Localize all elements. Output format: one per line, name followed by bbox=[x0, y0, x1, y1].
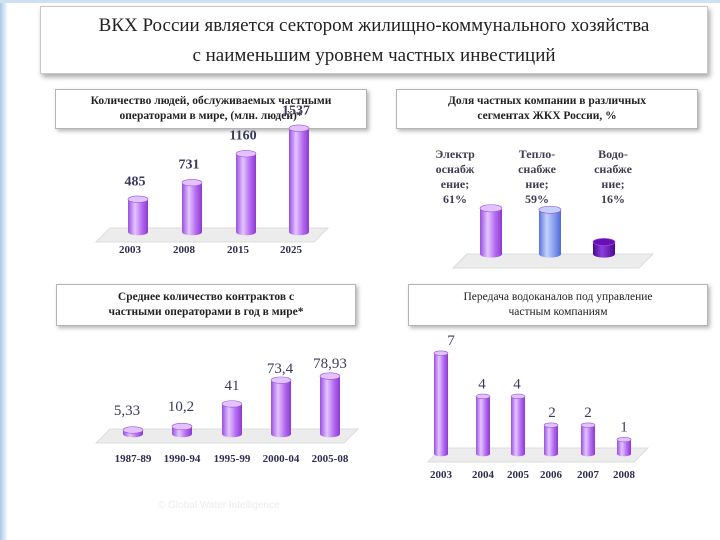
slide-title-line-1: ВКХ России является сектором жилищно-ком… bbox=[98, 15, 650, 36]
chart-transfer-bar-2006 bbox=[544, 425, 558, 457]
chart-contracts-value-2000-04: 73,4 bbox=[267, 361, 294, 377]
chart-transfer-tick-2008: 2008 bbox=[613, 469, 636, 481]
panel-title-people: Количество людей, обслуживаемых частными… bbox=[55, 89, 367, 129]
chart-transfer-tick-2003: 2003 bbox=[430, 469, 453, 481]
chart-share-category-1-line-2: оснабж bbox=[436, 162, 475, 176]
chart-transfer-tick-2005: 2005 bbox=[507, 469, 530, 481]
chart-transfer-bar-2003 bbox=[434, 353, 448, 457]
chart-transfer-value-2008: 1 bbox=[620, 420, 628, 436]
chart-people-bar-2025-top bbox=[288, 124, 310, 132]
chart-contracts-tick-2005-08: 2005-08 bbox=[312, 453, 349, 465]
chart-people-tick-2015: 2015 bbox=[227, 244, 250, 256]
chart-share-category-1-line-1: Электр bbox=[435, 147, 475, 161]
chart-transfer-bar-2007 bbox=[581, 425, 595, 457]
chart-people-bar-2015-top bbox=[235, 150, 257, 158]
chart-people-value-2025: 1537 bbox=[282, 103, 310, 118]
chart-contracts-bar-2000-04 bbox=[271, 380, 291, 438]
chart-transfer-tick-2006: 2006 bbox=[540, 469, 563, 481]
chart-contracts-tick-1990-94: 1990-94 bbox=[164, 453, 201, 465]
chart-contracts-bar-2005-08-top bbox=[319, 372, 341, 380]
chart-transfer-bar-2008 bbox=[617, 439, 631, 457]
chart-share-category-2-line-2: снабже bbox=[518, 162, 556, 176]
chart-transfer-tick-2004: 2004 bbox=[472, 469, 495, 481]
panel-title-share: Доля частных компании в различных сегмен… bbox=[396, 89, 698, 129]
chart-contracts-tick-2000-04: 2000-04 bbox=[263, 453, 300, 465]
panel-title-people-line-1: Количество людей, обслуживаемых частными bbox=[90, 95, 332, 107]
panel-title-contracts: Среднее количество контрактов с частными… bbox=[56, 284, 356, 326]
chart-transfer-bar-2005-top bbox=[510, 393, 526, 400]
chart-transfer-floor bbox=[426, 447, 650, 463]
chart-contracts-bar-1995-99-top bbox=[221, 400, 243, 408]
chart-contracts-bar-1995-99 bbox=[222, 403, 242, 438]
chart-share-category-1-line-4: 61% bbox=[443, 192, 467, 206]
chart-transfer-value-2004: 4 bbox=[478, 376, 486, 392]
chart-transfer-bar-2007-top bbox=[580, 422, 596, 428]
panel-title-share-line-2: сегментах ЖКХ России, % bbox=[477, 110, 617, 122]
slide-title-line-2: с наименьшим уровнем частных инвестиций bbox=[192, 45, 556, 66]
chart-share-category-2-line-1: Тепло- bbox=[519, 147, 556, 161]
chart-share-bar-2 bbox=[539, 209, 561, 258]
chart-share-bar-2-top bbox=[538, 205, 562, 214]
slide-title-box: ВКХ России является сектором жилищно-ком… bbox=[40, 6, 708, 74]
chart-contracts-value-2005-08: 78,93 bbox=[313, 356, 347, 372]
chart-people-bar-2003-top bbox=[127, 195, 149, 203]
chart-share-category-2-line-4: 59% bbox=[525, 192, 549, 206]
panel-title-transfer-line-2: частным компаниям bbox=[508, 306, 608, 318]
source-watermark: © Global Water Intelligence bbox=[158, 500, 280, 511]
chart-contracts-value-1995-99: 41 bbox=[225, 378, 240, 394]
chart-contracts-value-1990-94: 10,2 bbox=[168, 399, 194, 415]
chart-transfer-value-2005: 4 bbox=[513, 376, 521, 392]
chart-share-bar-1 bbox=[480, 208, 502, 258]
chart-transfer-bar-2008-top bbox=[616, 436, 632, 443]
chart-share-category-3-line-1: Водо- bbox=[598, 147, 628, 161]
chart-people-tick-2025: 2025 bbox=[280, 244, 303, 256]
chart-people-value-2003: 485 bbox=[125, 174, 146, 189]
chart-transfer-value-2006: 2 bbox=[548, 405, 556, 421]
chart-share-bar-1-top bbox=[479, 204, 503, 213]
panel-title-contracts-line-1: Среднее количество контрактов с bbox=[117, 291, 295, 303]
chart-share-category-3-line-2: снабже bbox=[594, 162, 632, 176]
chart-transfer-bar-2003-top bbox=[433, 350, 449, 356]
chart-share-category-3-line-4: 16% bbox=[601, 192, 625, 206]
chart-contracts-value-1987-89: 5,33 bbox=[114, 403, 140, 419]
chart-contracts-bar-2005-08 bbox=[320, 376, 340, 438]
chart-contracts-bar-1990-94-top bbox=[171, 422, 193, 431]
chart-contracts-tick-1987-89: 1987-89 bbox=[115, 453, 152, 465]
chart-share-category-2-line-3: ние; bbox=[525, 177, 548, 191]
chart-share-bar-3 bbox=[593, 242, 615, 258]
panel-title-people-line-2: операторами в мире, (млн. людей)* bbox=[119, 110, 303, 122]
chart-share-category-1-line-3: ение; bbox=[441, 177, 469, 191]
chart-transfer-bar-2006-top bbox=[543, 422, 559, 428]
chart-people-bar-2025 bbox=[289, 128, 309, 236]
chart-transfer-tick-2007: 2007 bbox=[577, 469, 600, 481]
chart-transfer-bar-2004-top bbox=[475, 393, 491, 400]
chart-people-bar-2003 bbox=[128, 199, 148, 236]
chart-transfer-bar-2004 bbox=[476, 396, 490, 457]
chart-contracts-bar-2000-04-top bbox=[270, 376, 292, 384]
chart-share-category-3-line-3: ние; bbox=[601, 177, 624, 191]
panel-title-transfer: Передача водоканалов под управление част… bbox=[408, 284, 708, 326]
panel-title-transfer-line-1: Передача водоканалов под управление bbox=[463, 291, 653, 303]
chart-transfer-value-2003: 7 bbox=[447, 333, 455, 349]
chart-transfer-value-2007: 2 bbox=[584, 405, 592, 421]
panel-title-share-line-1: Доля частных компании в различных bbox=[447, 95, 646, 107]
chart-people-value-2008: 731 bbox=[179, 158, 200, 173]
chart-contracts-bar-1987-89-top bbox=[122, 426, 144, 434]
chart-contracts-tick-1995-99: 1995-99 bbox=[214, 453, 251, 465]
chart-people-bar-2008 bbox=[182, 182, 202, 236]
chart-people-bar-2015 bbox=[236, 153, 256, 236]
chart-people-tick-2003: 2003 bbox=[119, 244, 142, 256]
chart-transfer-bar-2005 bbox=[511, 396, 525, 457]
chart-people-tick-2008: 2008 bbox=[173, 244, 196, 256]
chart-share-bar-3-top bbox=[592, 238, 616, 246]
chart-people-value-2015: 1160 bbox=[229, 129, 256, 144]
panel-title-contracts-line-2: частными операторами в год в мире* bbox=[108, 306, 304, 318]
chart-people-bar-2008-top bbox=[181, 179, 203, 187]
